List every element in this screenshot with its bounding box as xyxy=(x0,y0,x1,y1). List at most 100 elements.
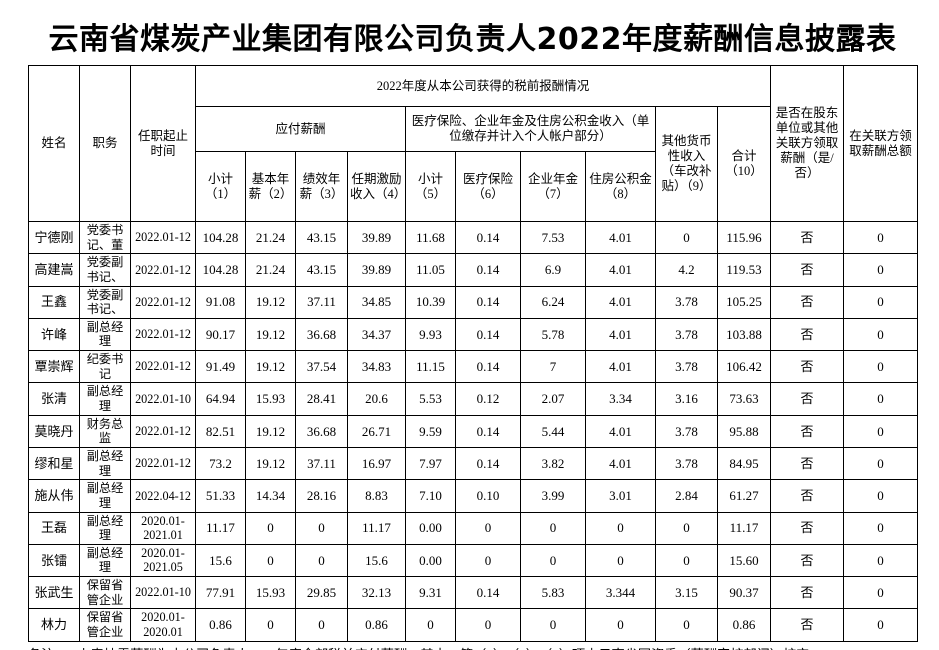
cell-subtotal-1: 51.33 xyxy=(195,479,246,513)
cell-subtotal-1: 91.08 xyxy=(195,285,246,319)
cell-base-salary-2: 0 xyxy=(245,543,296,578)
cell-enterprise-annuity-7: 2.07 xyxy=(520,382,586,416)
cell-medical-insurance-6: 0.14 xyxy=(455,220,521,255)
cell-other-income-9: 4.2 xyxy=(655,253,718,287)
cell-base-salary-2: 19.12 xyxy=(245,317,296,352)
cell-other-income-9: 3.78 xyxy=(655,414,718,448)
col-header-term: 任职起止时间 xyxy=(130,65,196,222)
cell-subtotal-5: 0 xyxy=(405,608,456,642)
cell-term: 2022.04-12 xyxy=(130,479,196,513)
cell-total-10: 73.63 xyxy=(716,382,772,416)
cell-total-10: 15.60 xyxy=(716,543,772,578)
col-header-other-income: 其他货币性收入（车改补贴）（9） xyxy=(655,106,718,222)
cell-related-party-flag: 否 xyxy=(770,220,845,255)
col-header-term-incentive-4: 任期激励收入（4） xyxy=(347,151,406,222)
cell-position: 纪委书记 xyxy=(79,350,131,384)
cell-performance-salary-3: 37.11 xyxy=(295,285,348,319)
cell-housing-fund-8: 4.01 xyxy=(585,446,656,481)
cell-related-party-total: 0 xyxy=(843,479,919,513)
cell-term: 2022.01-12 xyxy=(130,350,196,384)
table-row: 施从伟 副总经理 2022.04-12 51.33 14.34 28.16 8.83 7.10… xyxy=(28,479,919,513)
cell-term: 2022.01-12 xyxy=(130,220,196,255)
cell-subtotal-5: 7.97 xyxy=(405,446,456,481)
cell-subtotal-1: 77.91 xyxy=(195,576,246,610)
cell-total-10: 0.86 xyxy=(716,608,772,642)
cell-enterprise-annuity-7: 6.24 xyxy=(520,285,586,319)
col-header-related-party-flag: 是否在股东单位或其他关联方领取薪酬（是/否） xyxy=(770,65,845,222)
table-row: 莫晓丹 财务总监 2022.01-12 82.51 19.12 36.68 26.71 9.5… xyxy=(28,414,919,448)
cell-related-party-total: 0 xyxy=(843,414,919,448)
cell-housing-fund-8: 0 xyxy=(585,511,656,545)
cell-base-salary-2: 19.12 xyxy=(245,446,296,481)
notes: 备注：1.上表披露薪酬为本公司负责人2021年度全部税前应付薪酬。其中，第（2）… xyxy=(28,645,917,650)
cell-term: 2022.01-12 xyxy=(130,253,196,287)
cell-enterprise-annuity-7: 5.83 xyxy=(520,576,586,610)
cell-other-income-9: 3.78 xyxy=(655,317,718,352)
cell-enterprise-annuity-7: 5.78 xyxy=(520,317,586,352)
cell-performance-salary-3: 0 xyxy=(295,608,348,642)
note-line-1: 备注：1.上表披露薪酬为本公司负责人2021年度全部税前应付薪酬。其中，第（2）… xyxy=(28,645,917,650)
cell-position: 财务总监 xyxy=(79,414,131,448)
cell-base-salary-2: 0 xyxy=(245,511,296,545)
cell-term: 2020.01-2021.05 xyxy=(130,543,196,578)
cell-enterprise-annuity-7: 3.99 xyxy=(520,479,586,513)
cell-term-incentive-4: 11.17 xyxy=(347,511,406,545)
cell-base-salary-2: 19.12 xyxy=(245,285,296,319)
cell-other-income-9: 3.78 xyxy=(655,350,718,384)
cell-related-party-flag: 否 xyxy=(770,576,845,610)
cell-related-party-total: 0 xyxy=(843,253,919,287)
table-row: 缪和星 副总经理 2022.01-12 73.2 19.12 37.11 16.97 7.97… xyxy=(28,446,919,481)
cell-term: 2022.01-12 xyxy=(130,414,196,448)
cell-subtotal-5: 9.59 xyxy=(405,414,456,448)
cell-enterprise-annuity-7: 5.44 xyxy=(520,414,586,448)
cell-base-salary-2: 21.24 xyxy=(245,253,296,287)
cell-subtotal-5: 0.00 xyxy=(405,543,456,578)
cell-name: 许峰 xyxy=(28,317,80,352)
cell-enterprise-annuity-7: 3.82 xyxy=(520,446,586,481)
cell-base-salary-2: 15.93 xyxy=(245,382,296,416)
col-group-insurance-funds: 医疗保险、企业年金及住房公积金收入（单位缴存并计入个人帐户部分） xyxy=(405,106,656,152)
cell-performance-salary-3: 28.16 xyxy=(295,479,348,513)
cell-term-incentive-4: 39.89 xyxy=(347,253,406,287)
table-row: 王磊 副总经理 2020.01-2021.01 11.17 0 0 11.17 0.00 0 0 0… xyxy=(28,511,919,545)
cell-subtotal-1: 91.49 xyxy=(195,350,246,384)
cell-related-party-flag: 否 xyxy=(770,317,845,352)
cell-term: 2020.01-2020.01 xyxy=(130,608,196,642)
cell-performance-salary-3: 0 xyxy=(295,543,348,578)
cell-performance-salary-3: 36.68 xyxy=(295,317,348,352)
cell-related-party-total: 0 xyxy=(843,382,919,416)
cell-medical-insurance-6: 0.10 xyxy=(455,479,521,513)
cell-term-incentive-4: 34.85 xyxy=(347,285,406,319)
cell-enterprise-annuity-7: 6.9 xyxy=(520,253,586,287)
cell-name: 张清 xyxy=(28,382,80,416)
cell-housing-fund-8: 4.01 xyxy=(585,317,656,352)
cell-subtotal-5: 5.53 xyxy=(405,382,456,416)
cell-base-salary-2: 21.24 xyxy=(245,220,296,255)
cell-related-party-flag: 否 xyxy=(770,446,845,481)
cell-enterprise-annuity-7: 7.53 xyxy=(520,220,586,255)
cell-position: 党委副书记、 xyxy=(79,253,131,287)
cell-total-10: 11.17 xyxy=(716,511,772,545)
cell-subtotal-1: 64.94 xyxy=(195,382,246,416)
cell-performance-salary-3: 37.11 xyxy=(295,446,348,481)
cell-medical-insurance-6: 0.14 xyxy=(455,414,521,448)
cell-name: 高建嵩 xyxy=(28,253,80,287)
table-row: 张武生 保留省管企业 2022.01-10 77.91 15.93 29.85 32.13 9… xyxy=(28,576,919,610)
cell-housing-fund-8: 4.01 xyxy=(585,285,656,319)
col-header-name: 姓名 xyxy=(28,65,80,222)
cell-medical-insurance-6: 0.12 xyxy=(455,382,521,416)
cell-position: 保留省管企业 xyxy=(79,608,131,642)
cell-subtotal-5: 11.68 xyxy=(405,220,456,255)
cell-name: 宁德刚 xyxy=(28,220,80,255)
cell-performance-salary-3: 0 xyxy=(295,511,348,545)
cell-name: 林力 xyxy=(28,608,80,642)
table-row: 张清 副总经理 2022.01-10 64.94 15.93 28.41 20.6 5.53 0… xyxy=(28,382,919,416)
col-header-enterprise-annuity-7: 企业年金（7） xyxy=(520,151,586,222)
cell-medical-insurance-6: 0.14 xyxy=(455,576,521,610)
cell-housing-fund-8: 4.01 xyxy=(585,414,656,448)
cell-subtotal-5: 10.39 xyxy=(405,285,456,319)
cell-total-10: 105.25 xyxy=(716,285,772,319)
cell-subtotal-1: 0.86 xyxy=(195,608,246,642)
header-row-2: 应付薪酬 医疗保险、企业年金及住房公积金收入（单位缴存并计入个人帐户部分） 其他… xyxy=(29,106,918,222)
